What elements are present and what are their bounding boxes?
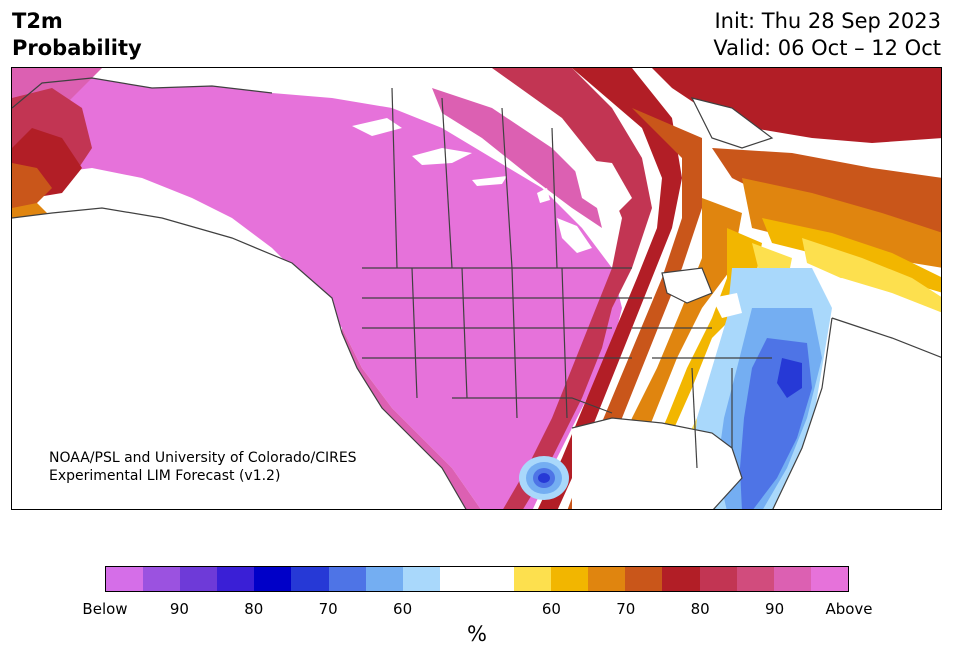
political-boundaries	[12, 77, 941, 509]
map-title: T2m Probability	[12, 8, 142, 62]
colorbar-tick-label: Below	[82, 600, 128, 618]
title-quantity: Probability	[12, 36, 142, 60]
colorbar-tick-label: 60	[541, 600, 561, 618]
colorbar-tick-label: 60	[393, 600, 413, 618]
colorbar-swatch	[180, 567, 218, 591]
valid-dates: Valid: 06 Oct – 12 Oct	[713, 36, 941, 60]
colorbar-swatch	[402, 567, 440, 591]
colorbar-swatch	[106, 567, 144, 591]
colorbar-swatch	[365, 567, 403, 591]
colorbar-swatch	[476, 567, 515, 591]
colorbar-tick-label: 80	[244, 600, 264, 618]
colorbar-swatch	[662, 567, 700, 591]
colorbar-swatch	[773, 567, 811, 591]
colorbar-tick-label: 70	[616, 600, 636, 618]
colorbar-swatch	[699, 567, 737, 591]
colorbar-swatch	[736, 567, 774, 591]
colorbar-tick-label: 70	[318, 600, 338, 618]
attribution-line2: Experimental LIM Forecast (v1.2)	[49, 468, 281, 484]
colorbar-swatch	[328, 567, 366, 591]
colorbar-swatch	[439, 567, 477, 591]
init-date: Init: Thu 28 Sep 2023	[714, 9, 941, 33]
colorbar-tick-label: 90	[765, 600, 785, 618]
colorbar-swatch	[291, 567, 329, 591]
colorbar-swatch	[514, 567, 552, 591]
title-variable: T2m	[12, 9, 63, 33]
map-panel	[11, 67, 942, 510]
north-america-map	[12, 68, 941, 509]
colorbar-swatch	[588, 567, 626, 591]
colorbar-tick-label: 80	[690, 600, 710, 618]
colorbar-tick-label: Above	[825, 600, 873, 618]
attribution: NOAA/PSL and University of Colorado/CIRE…	[49, 449, 357, 485]
colorbar-unit: %	[467, 622, 487, 646]
colorbar	[105, 566, 849, 592]
colorbar-swatch	[143, 567, 181, 591]
colorbar-swatch	[217, 567, 255, 591]
forecast-dates: Init: Thu 28 Sep 2023 Valid: 06 Oct – 12…	[713, 8, 941, 62]
colorbar-swatch	[810, 567, 848, 591]
colorbar-swatch	[625, 567, 663, 591]
colorbar-swatch	[551, 567, 589, 591]
attribution-line1: NOAA/PSL and University of Colorado/CIRE…	[49, 450, 357, 466]
colorbar-tick-label: 90	[169, 600, 189, 618]
colorbar-swatch	[254, 567, 292, 591]
